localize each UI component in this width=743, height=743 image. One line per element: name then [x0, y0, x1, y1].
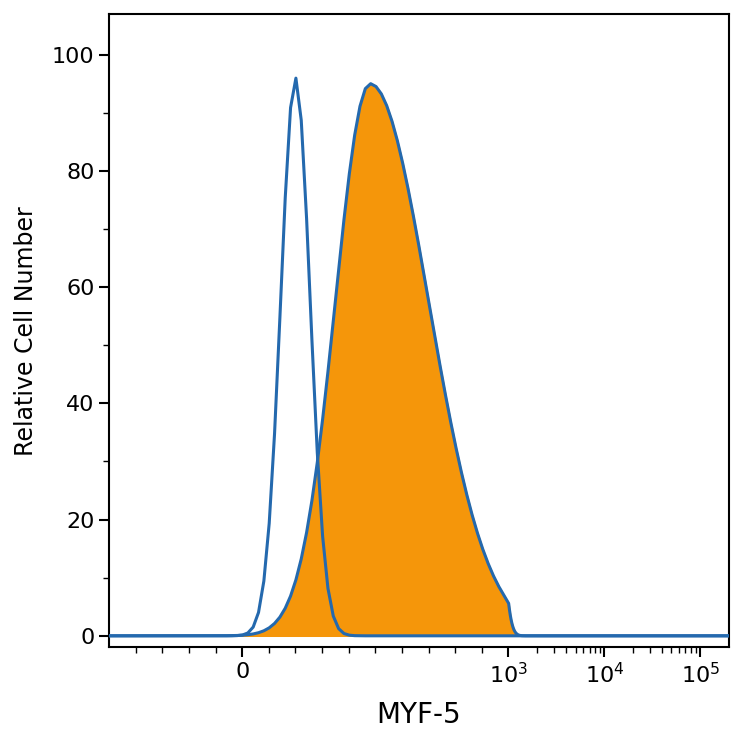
- Y-axis label: Relative Cell Number: Relative Cell Number: [14, 206, 38, 455]
- X-axis label: MYF-5: MYF-5: [377, 701, 461, 729]
